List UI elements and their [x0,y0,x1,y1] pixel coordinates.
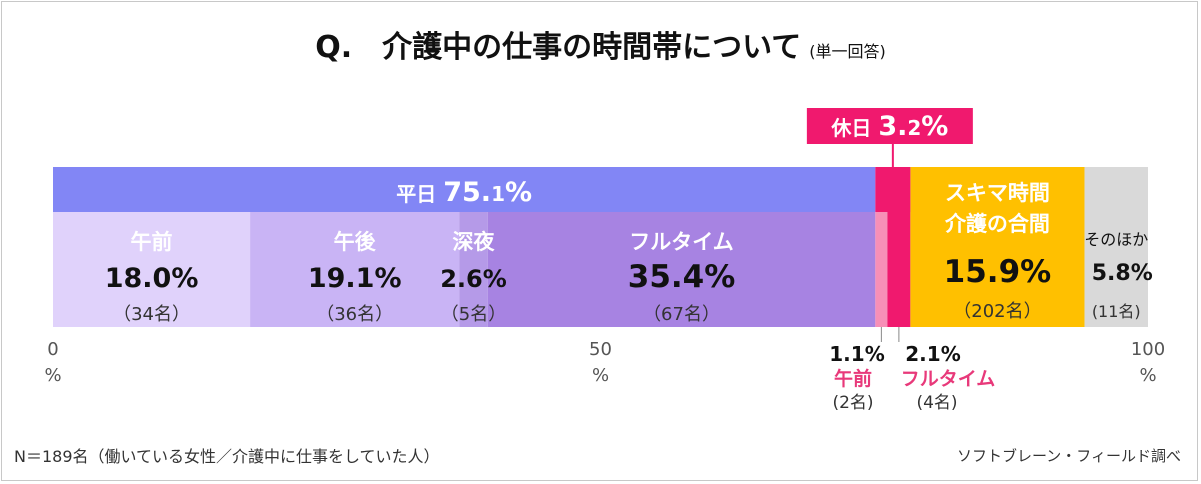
bar-segment-7 [1084,167,1148,327]
segment-count-4: (2名) [832,393,873,413]
group-label-part: % [921,111,948,142]
segment-count-7: (11名) [1092,302,1141,321]
segment-name-4: 午前 [834,367,872,390]
group-label-part: 75. [443,177,491,208]
chart-title: Q. 介護中の仕事の時間帯について (単一回答) [0,22,1201,66]
segment-pct-2: 2.6% [440,265,507,293]
group-bar-0 [53,167,876,212]
segment-pct-6: 15.9% [944,254,1052,290]
segment-pct-0: 18.0% [105,263,199,294]
chart-title-text: Q. 介護中の仕事の時間帯について [315,30,802,65]
segment-name-0: 午前 [131,230,173,254]
bar-segment-2 [459,212,488,327]
bar-segment-6 [910,167,1085,327]
segment-count-5: (4名) [916,393,957,413]
holiday-callout-box [806,108,973,144]
segment-name-5: フルタイム [901,368,996,390]
group-label-1: 休日 3.2% [830,111,948,142]
axis-tick-unit-2: % [1139,365,1156,386]
group-label-part: 3. [878,111,907,142]
bar-segment-1 [250,212,460,327]
segment-name-1: 午後 [334,230,377,254]
source-credit: ソフトブレーン・フィールド調べ [957,447,1181,465]
group-label-part: 1 [491,182,505,206]
group-label-0: 平日 75.1% [396,177,532,208]
group-bar-1 [875,167,911,212]
sample-size-note: N＝189名（働いている女性／介護中に仕事をしていた人） [14,447,440,466]
axis-tick-label-1: 50 [589,339,612,360]
segment-pct-7: 5.8% [1092,261,1153,286]
axis-tick-label-0: 0 [47,339,58,360]
segment-count-0: （34名） [113,304,190,325]
segment-pct-3: 35.4% [628,259,736,295]
segment-name-2: 深夜 [452,230,495,254]
segment-count-2: （5名） [441,304,506,325]
segment-name-3: フルタイム [629,230,734,254]
group-label-part: % [505,177,532,208]
segment-name-6-1: 介護の合間 [944,212,1050,236]
group-label-part: 休日 [830,116,878,140]
segment-pct-5: 2.1% [905,342,960,366]
segment-name-7: そのほか [1084,230,1148,249]
segment-count-3: （67名） [643,304,720,325]
bar-segment-4 [875,212,888,327]
segment-pct-4: 1.1% [829,342,884,366]
bar-segment-3 [487,212,876,327]
segment-pct-1: 19.1% [308,263,402,294]
axis-tick-unit-0: % [44,365,61,386]
axis-tick-unit-1: % [592,365,609,386]
group-label-part: 平日 [396,182,443,206]
group-label-part: 2 [907,116,921,140]
chart-subtitle: (単一回答) [809,42,886,61]
segment-count-1: （36名） [316,304,393,325]
axis-tick-label-2: 100 [1131,339,1165,360]
segment-count-6: （202名） [953,301,1041,322]
bar-segment-0 [53,212,251,327]
segment-name-6-0: スキマ時間 [945,181,1050,205]
bar-segment-5 [887,212,911,327]
